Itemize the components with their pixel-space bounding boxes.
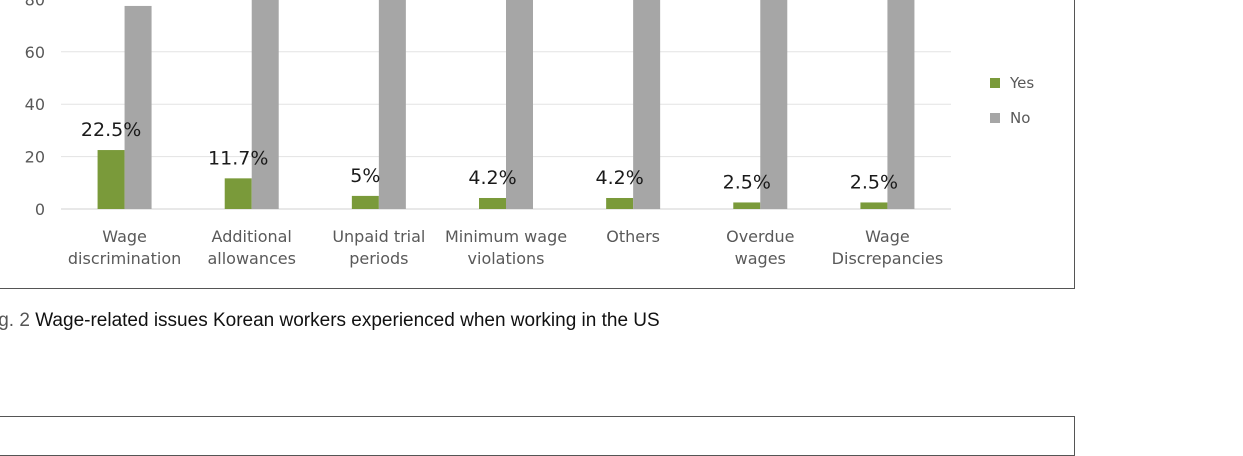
legend-label-yes: Yes: [1009, 74, 1034, 92]
legend-label-no: No: [1010, 109, 1030, 127]
data-label-4: 4.2%: [596, 167, 644, 189]
category-label-0-0: Wage: [102, 227, 147, 246]
bar-yes-2: [351, 195, 379, 209]
category-label-6-0: Wage: [865, 227, 910, 246]
caption-text: Wage-related issues Korean workers exper…: [35, 310, 660, 331]
data-label-1: 11.7%: [208, 147, 268, 169]
bar-no-0: [124, 5, 152, 210]
bar-yes-0: [97, 150, 125, 209]
bar-no-4: [633, 0, 661, 210]
legend-swatch-no: [990, 113, 1000, 123]
legend-swatch-yes: [990, 78, 1000, 88]
bar-yes-3: [479, 197, 506, 209]
y-tick-label-60: 60: [25, 43, 45, 62]
bar-no-2: [378, 0, 406, 209]
data-label-0: 22.5%: [81, 119, 141, 141]
data-label-5: 2.5%: [723, 171, 771, 193]
category-label-3-0: Minimum wage: [445, 227, 567, 246]
next-figure-frame: [0, 416, 1075, 456]
bar-yes-5: [733, 202, 761, 209]
category-label-5-0: Overdue: [726, 227, 794, 246]
bar-chart: 0 20 40 60 80 22.5% Wage discrimination 11.7% Add…: [25, 0, 1034, 268]
figure-label: ig. 2: [0, 310, 30, 331]
y-tick-label-20: 20: [25, 148, 45, 167]
data-label-6: 2.5%: [850, 171, 898, 193]
bar-yes-6: [860, 202, 888, 209]
category-label-5-1: wages: [735, 249, 786, 268]
category-label-0-1: discrimination: [68, 249, 181, 268]
category-label-6-1: Discrepancies: [832, 249, 944, 268]
y-tick-label-0: 0: [35, 200, 45, 219]
category-label-2-0: Unpaid trial: [332, 227, 425, 246]
bar-no-5: [760, 0, 788, 209]
figure-caption: ig. 2 Wage-related issues Korean workers…: [0, 310, 660, 332]
y-tick-label-80: 80: [25, 0, 45, 9]
y-tick-label-40: 40: [25, 95, 45, 114]
bar-yes-1: [224, 178, 252, 209]
category-label-3-1: violations: [468, 249, 545, 268]
bar-yes-4: [606, 197, 634, 209]
category-label-4-0: Others: [606, 227, 660, 246]
data-label-3: 4.2%: [468, 167, 516, 189]
chart-frame: 0 20 40 60 80 22.5% Wage discrimination 11.7% Add…: [0, 0, 1075, 289]
bar-no-3: [506, 0, 533, 210]
bar-no-1: [251, 0, 279, 210]
bar-no-6: [887, 0, 915, 209]
category-label-2-1: periods: [349, 249, 408, 268]
category-label-1-1: allowances: [207, 249, 296, 268]
category-label-1-0: Additional: [212, 227, 292, 246]
data-label-2: 5%: [350, 165, 380, 187]
